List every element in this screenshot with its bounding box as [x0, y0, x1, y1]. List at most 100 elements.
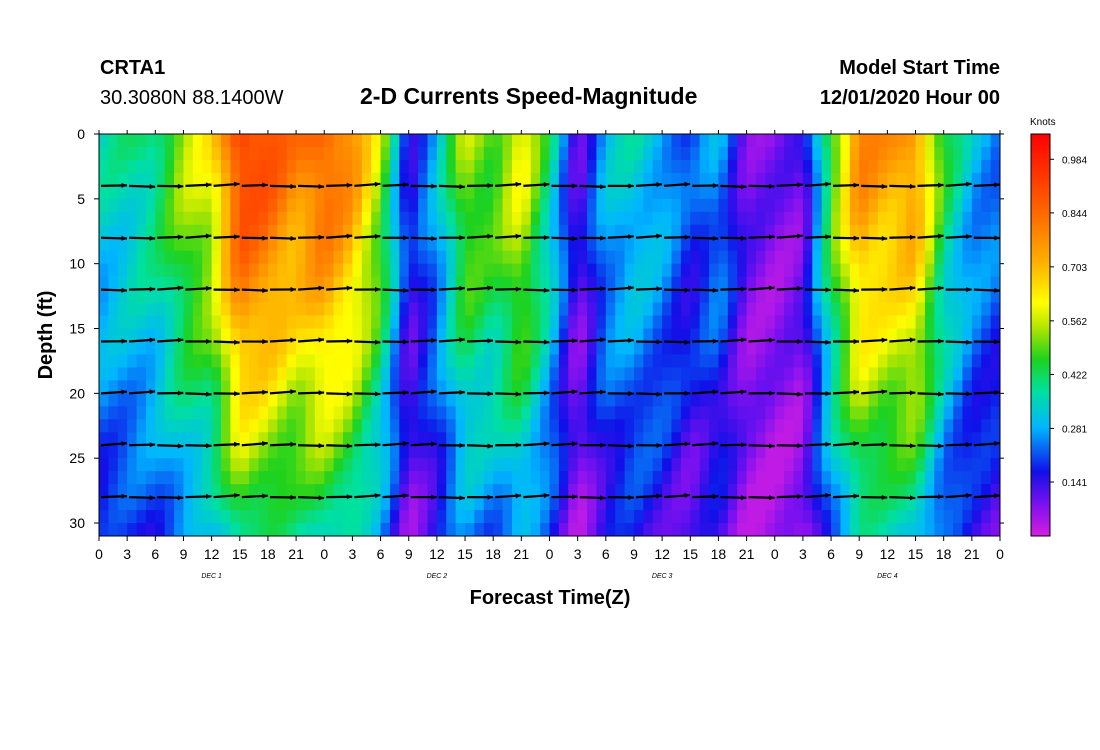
- heat-cell: [568, 471, 579, 485]
- heat-cell: [718, 497, 729, 511]
- heat-cell: [596, 185, 607, 200]
- vector-arrowhead: [431, 389, 437, 395]
- heat-cell: [296, 146, 307, 161]
- heat-cell: [408, 159, 419, 174]
- vector-arrowhead: [881, 286, 888, 292]
- heat-cell: [981, 146, 992, 161]
- heat-cell: [258, 354, 269, 369]
- heat-cell: [239, 445, 250, 459]
- heat-cell: [239, 471, 250, 485]
- heat-cell: [455, 289, 466, 304]
- heat-cell: [746, 237, 757, 252]
- heat-cell: [596, 172, 607, 187]
- heat-cell: [737, 497, 748, 511]
- heat-cell: [680, 315, 691, 330]
- heat-cell: [821, 159, 832, 174]
- heat-cell: [868, 134, 879, 148]
- heat-cell: [314, 224, 325, 239]
- heat-cell: [615, 315, 626, 330]
- heat-cell: [99, 393, 109, 407]
- vector-arrowhead: [740, 495, 747, 501]
- heat-cell: [699, 289, 710, 304]
- vector-arrowhead: [712, 338, 719, 344]
- vector-arrowhead: [374, 233, 381, 240]
- heat-cell: [831, 406, 842, 420]
- heat-cell: [699, 315, 710, 330]
- heat-cell: [981, 276, 992, 291]
- vector-arrowhead: [262, 235, 268, 241]
- heat-cell: [221, 497, 231, 511]
- heat-cell: [221, 510, 231, 524]
- heat-cell: [802, 497, 813, 511]
- heat-cell: [446, 315, 457, 330]
- heat-cell: [540, 354, 551, 369]
- heat-cell: [230, 289, 241, 304]
- heat-cell: [802, 523, 813, 536]
- heat-cell: [117, 224, 128, 239]
- heat-cell: [511, 393, 522, 407]
- heat-cell: [840, 263, 851, 278]
- vector-arrowhead: [684, 181, 691, 187]
- heat-cell: [361, 211, 372, 226]
- heat-cell: [990, 510, 1000, 524]
- heat-cell: [296, 263, 307, 278]
- heat-cell: [540, 341, 551, 356]
- heat-cell: [924, 458, 935, 472]
- vector-arrowhead: [290, 337, 296, 343]
- heat-cell: [652, 419, 663, 433]
- heat-cell: [211, 146, 222, 161]
- heat-cell: [99, 445, 109, 459]
- heat-cell: [643, 172, 654, 187]
- heat-cell: [174, 445, 185, 459]
- heat-cell: [746, 146, 757, 161]
- heat-cell: [408, 380, 419, 394]
- heat-cell: [249, 211, 260, 226]
- heat-cell: [343, 354, 354, 369]
- heat-cell: [493, 172, 504, 187]
- heat-cell: [99, 134, 109, 148]
- heat-cell: [427, 523, 438, 536]
- vector-arrowhead: [543, 234, 550, 241]
- heat-cell: [868, 523, 879, 536]
- heat-cell: [239, 393, 250, 407]
- heat-cell: [718, 406, 729, 420]
- heat-cell: [211, 354, 222, 369]
- heat-cell: [953, 211, 964, 226]
- heat-cell: [755, 497, 766, 511]
- heat-cell: [633, 134, 644, 148]
- heat-cell: [155, 289, 166, 304]
- heat-cell: [831, 172, 842, 187]
- heat-cell: [981, 134, 992, 148]
- heat-cell: [436, 315, 447, 330]
- heat-cell: [671, 237, 682, 252]
- heat-cell: [981, 510, 992, 524]
- heat-cell: [408, 276, 419, 291]
- heat-cell: [887, 510, 898, 524]
- heat-cell: [267, 134, 278, 148]
- heat-cell: [155, 497, 166, 511]
- heat-cell: [352, 263, 363, 278]
- x-tick-label: 0: [771, 546, 779, 562]
- heat-cell: [849, 237, 860, 252]
- heat-cell: [643, 354, 654, 369]
- vector-arrowhead: [656, 339, 662, 345]
- heat-cell: [906, 289, 917, 304]
- heat-cell: [549, 328, 560, 343]
- heat-cell: [314, 458, 325, 472]
- heat-cell: [455, 172, 466, 187]
- heat-cell: [652, 211, 663, 226]
- heat-cell: [155, 250, 166, 265]
- heat-cell: [812, 328, 823, 343]
- heat-cell: [765, 211, 776, 226]
- heat-cell: [436, 328, 447, 343]
- heat-cell: [774, 419, 785, 433]
- heat-cell: [399, 134, 410, 148]
- y-axis-title: Depth (ft): [35, 291, 57, 380]
- current-vectors: [100, 181, 1000, 501]
- heat-cell: [887, 315, 898, 330]
- heat-cell: [174, 432, 185, 446]
- heat-cell: [802, 211, 813, 226]
- heat-cell: [568, 146, 579, 161]
- vector-arrowhead: [740, 337, 747, 343]
- heat-cell: [511, 134, 522, 148]
